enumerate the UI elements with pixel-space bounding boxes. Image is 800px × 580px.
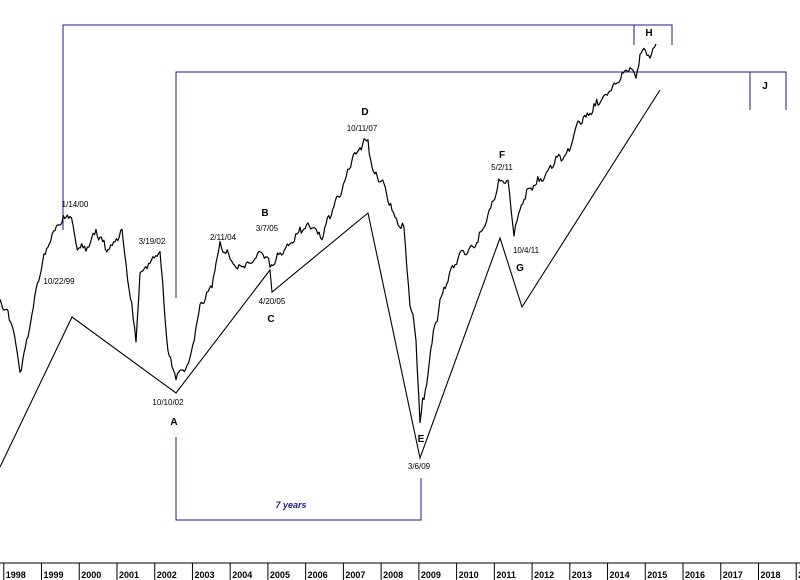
wave-label-f: F — [499, 150, 505, 161]
x-tick-label-2017: 2017 — [723, 570, 743, 580]
x-tick-label-2012: 2012 — [534, 570, 554, 580]
x-tick-label-2009: 2009 — [421, 570, 441, 580]
wave-date-e: 3/6/09 — [408, 462, 431, 471]
wave-label-a: A — [170, 417, 177, 428]
bracket-2002-to-j — [175, 71, 787, 298]
x-tick-label-2008: 2008 — [383, 570, 403, 580]
date-label-2: 3/19/02 — [139, 237, 166, 246]
x-tick-label-2016: 2016 — [685, 570, 705, 580]
x-tick-label-2015: 2015 — [647, 570, 667, 580]
x-tick-label-2018: 2018 — [760, 570, 780, 580]
wave-trend-line — [0, 89, 661, 468]
cycle-brackets — [62, 24, 787, 521]
annotation-7-years: 7 years — [275, 500, 306, 510]
wave-label-j: J — [762, 81, 768, 92]
x-tick-label-2010: 2010 — [459, 570, 479, 580]
x-tick-label-2005: 2005 — [270, 570, 290, 580]
x-tick-label-2013: 2013 — [572, 570, 592, 580]
wave-date-b: 3/7/05 — [256, 224, 279, 233]
x-tick-label-2011: 2011 — [496, 570, 516, 580]
wave-label-h: H — [645, 28, 652, 39]
x-tick-label-2003: 2003 — [194, 570, 214, 580]
wave-lines — [0, 89, 661, 468]
price-series — [0, 43, 657, 424]
wave-label-g: G — [516, 263, 524, 274]
x-tick-label-2000: 2000 — [81, 570, 101, 580]
price-line — [0, 43, 657, 424]
x-tick-label-2014: 2014 — [610, 570, 630, 580]
x-tick-label-1998: 1998 — [6, 570, 26, 580]
wave-label-e: E — [418, 434, 425, 445]
date-label-3: 2/11/04 — [210, 233, 237, 242]
x-axis: 1998 1999 2000 2001 2002 2003 2004 2005 2006 2007… — [0, 562, 800, 580]
x-tick-label-1999: 1999 — [44, 570, 64, 580]
wave-label-d: D — [361, 107, 368, 118]
wave-label-b: B — [261, 208, 268, 219]
x-tick-label-2004: 2004 — [232, 570, 252, 580]
bracket-7-years — [175, 437, 422, 521]
date-label-1: 10/22/99 — [43, 277, 75, 286]
wave-date-f: 5/2/11 — [491, 163, 513, 172]
x-tick-label-2019: 2019 — [798, 570, 800, 580]
x-tick-label-2007: 2007 — [345, 570, 365, 580]
wave-labels: A 10/10/02 B 3/7/05 C 4/20/05 D 10/11/07 E 3/6/09… — [43, 28, 767, 510]
wave-date-c: 4/20/05 — [259, 297, 286, 306]
x-tick-label-2006: 2006 — [308, 570, 328, 580]
x-tick-label-2001: 2001 — [119, 570, 139, 580]
bracket-2000-to-h — [62, 24, 673, 230]
wave-date-g: 10/4/11 — [513, 246, 540, 255]
x-tick-label-2002: 2002 — [157, 570, 177, 580]
wave-date-d: 10/11/07 — [347, 124, 378, 133]
date-label-0: 1/14/00 — [62, 200, 89, 209]
wave-date-a: 10/10/02 — [152, 398, 184, 407]
wave-label-c: C — [267, 314, 274, 325]
